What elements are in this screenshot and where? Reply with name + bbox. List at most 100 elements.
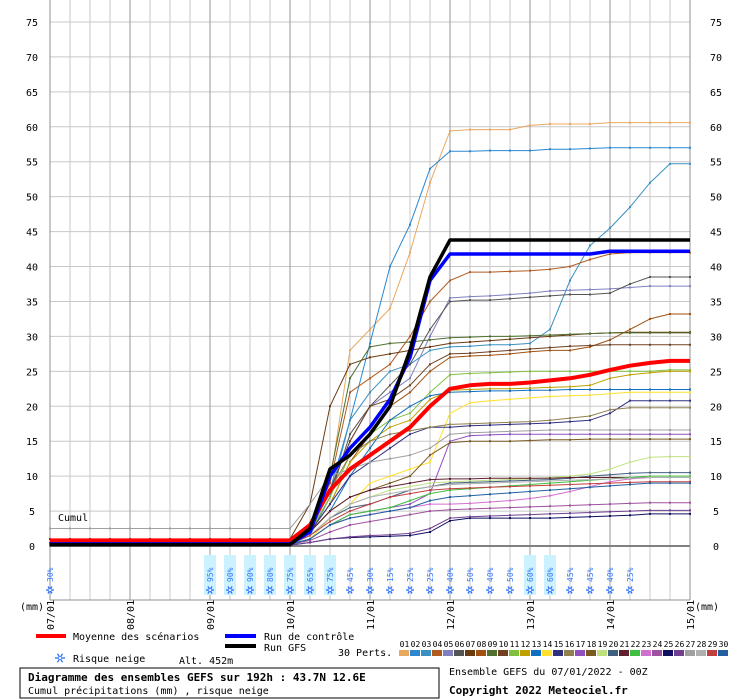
pert-swatch [652, 650, 662, 656]
pert-swatch [674, 650, 684, 656]
series-point [589, 503, 591, 506]
series-point [429, 489, 431, 492]
y-tick-right: 10 [710, 472, 722, 483]
series-point [629, 146, 631, 149]
snow-risk-pct: 30% [46, 567, 55, 582]
series-point [529, 370, 531, 373]
series-point [449, 356, 451, 359]
series-point [469, 299, 471, 302]
series-point [169, 527, 171, 530]
series-point [569, 504, 571, 507]
series-point [389, 475, 391, 478]
series-point [569, 433, 571, 436]
pert-number: 11 [510, 640, 520, 649]
series-point [669, 475, 671, 478]
series-point [369, 461, 371, 464]
pert-number: 08 [477, 640, 487, 649]
series-point [429, 349, 431, 352]
x-day-label: 14/01 [606, 600, 617, 630]
series-point [609, 482, 611, 485]
series-point [609, 408, 611, 411]
pert-number: 16 [565, 640, 575, 649]
series-point [649, 146, 651, 149]
series-point [509, 371, 511, 374]
series-point [409, 223, 411, 226]
series-point [449, 300, 451, 303]
series-point [649, 388, 651, 391]
series-point [269, 527, 271, 530]
pert-number: 12 [521, 640, 531, 649]
pert-swatch [531, 650, 541, 656]
series-point [549, 438, 551, 441]
series-point [669, 391, 671, 394]
series-point [549, 395, 551, 398]
series-point [389, 482, 391, 485]
series-point [449, 342, 451, 345]
series-line [50, 238, 690, 547]
series-point [369, 535, 371, 538]
series-point [629, 370, 631, 373]
series-point [509, 343, 511, 346]
series-point [549, 289, 551, 292]
series-point [429, 391, 431, 394]
series-point [489, 477, 491, 480]
series-point [389, 342, 391, 345]
series-point [389, 535, 391, 538]
snowflake-center [308, 588, 312, 592]
series-point [469, 481, 471, 484]
series-point [409, 419, 411, 422]
y-tick-right: 75 [710, 18, 722, 29]
series-point [649, 343, 651, 346]
series-point [629, 461, 631, 464]
series-point [449, 441, 451, 444]
series-point [529, 497, 531, 500]
series-point [449, 352, 451, 355]
pert-swatch [465, 650, 475, 656]
series-point [509, 335, 511, 338]
series-point [529, 336, 531, 339]
series-point [629, 514, 631, 517]
series-point [689, 509, 691, 512]
legend-gfs-label: Run GFS [264, 643, 306, 654]
series-point [609, 412, 611, 415]
series-point [469, 390, 471, 393]
series-point [409, 251, 411, 254]
series-point [449, 296, 451, 299]
series-point [409, 340, 411, 343]
series-point [469, 340, 471, 343]
series-point [569, 475, 571, 478]
series-point [49, 527, 51, 530]
series-point [629, 481, 631, 484]
legend-snow-label: Risque neige [73, 654, 145, 665]
pert-swatch [509, 650, 519, 656]
series-point [609, 429, 611, 432]
series-point [469, 507, 471, 510]
pert-number: 07 [466, 640, 476, 649]
series-point [349, 510, 351, 513]
series-point [449, 440, 451, 443]
series-point [609, 510, 611, 513]
series-point [329, 517, 331, 520]
series-point [409, 468, 411, 471]
series-point [409, 482, 411, 485]
series-point [509, 440, 511, 443]
series-point [629, 399, 631, 402]
series-point [429, 167, 431, 170]
series-point [509, 491, 511, 494]
series-point [549, 480, 551, 483]
series-point [489, 371, 491, 374]
series-point [629, 121, 631, 124]
series-point [489, 399, 491, 402]
series-point [589, 388, 591, 391]
series-point [149, 527, 151, 530]
series-point [329, 482, 331, 485]
snowflake-center [428, 588, 432, 592]
series-point [589, 370, 591, 373]
y-tick-left: 15 [26, 437, 38, 448]
series-point [549, 294, 551, 297]
series-point [489, 486, 491, 489]
series-point [549, 489, 551, 492]
x-day-label: 13/01 [526, 600, 537, 630]
series-point [369, 405, 371, 408]
series-point [529, 124, 531, 127]
